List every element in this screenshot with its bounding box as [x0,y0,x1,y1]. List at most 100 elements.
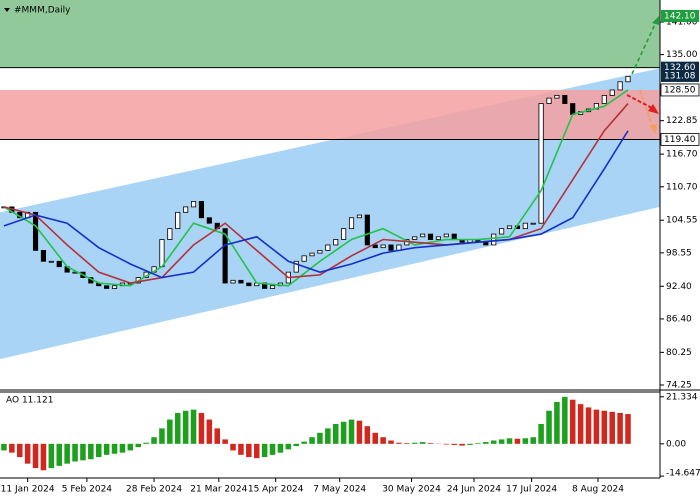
ao-bar [214,428,220,444]
ao-bar [372,432,378,444]
x-tick-label: 15 Apr 2024 [248,485,304,495]
y-tick-label: 141.00 [666,17,698,27]
ao-bar [174,412,181,444]
candle [522,222,528,230]
ao-bar [506,438,513,444]
ao-bar [538,423,544,444]
ao-bar [277,443,284,453]
y-tick-label: 80.25 [666,348,692,358]
ao-bar [317,432,323,444]
arrow-head [648,104,659,114]
ao-bar [80,443,86,461]
y-tick-label: 122.85 [666,116,698,126]
forecast-arrows [626,16,659,134]
ao-bar [625,414,631,444]
ao-bar [253,443,260,459]
candle [293,260,299,273]
ao-bar [459,443,465,446]
candle [506,225,513,230]
ao-bar [309,437,315,444]
candle [111,285,118,289]
y-tick-label: 116.70 [666,150,698,160]
candle [159,239,165,268]
ao-bar [9,443,15,453]
x-tick-label: 30 May 2024 [382,485,441,495]
zone [0,0,660,68]
candle [167,228,173,240]
candle [427,233,434,240]
ao-bar [95,443,102,458]
candle [309,252,315,257]
y-tick-label: 86.40 [666,314,692,324]
ao-bar [190,409,197,444]
ao-bar [546,410,552,444]
y-tick-label: 110.70 [666,182,698,192]
arrow-up [631,21,657,75]
candle [32,211,39,251]
candle [348,217,355,230]
candle [325,244,331,251]
candle [412,236,418,240]
ao-bar [585,407,592,444]
x-tick-label: 7 May 2024 [313,485,366,495]
candle [380,244,386,249]
price-label: 132.60 [664,63,696,73]
ao-bar [490,440,497,444]
ao-bar [569,399,576,444]
price-label-box [660,133,700,146]
ao-bar [443,443,450,445]
candle [483,241,489,246]
ao-bar [72,443,78,462]
x-tick-label: 11 Jan 2024 [1,485,55,495]
y-tick-label: 104.55 [666,216,698,226]
zone [0,89,660,140]
ao-bar [301,441,307,444]
price-label: 128.50 [664,85,696,95]
ao-bar [530,437,536,444]
ao-bar [261,443,268,458]
ao-bar [348,419,355,444]
y-tick-label: 135.00 [666,50,698,60]
ao-bar [127,443,134,451]
candle [198,201,205,219]
indicator-label: AO 11.121 [6,396,53,406]
arrow-head [652,16,659,25]
ao-bar [56,443,63,466]
ao-bar [380,437,386,444]
x-tick-label: 17 Jul 2024 [506,485,557,495]
candle [570,103,576,115]
candle [601,94,607,104]
channel [0,68,660,360]
candle [301,255,307,262]
candle [238,279,244,284]
ao-bar [64,443,70,464]
candle [546,97,552,104]
price-label: 131.08 [664,71,696,81]
candle [388,244,394,251]
candles [1,75,631,471]
candle [625,75,631,83]
arrow-mid [639,89,654,129]
ao-bar [48,443,55,469]
ao-bar [609,411,615,444]
ao-bar [40,443,47,471]
price-label-box [661,69,699,82]
ao-bar [182,410,189,444]
moving-average [3,130,629,279]
ao-bar [467,443,473,445]
y-tick-label: 92.40 [666,282,692,292]
arrow-down [626,94,653,109]
candle [420,233,426,238]
candle [222,228,228,284]
ao-bar [103,443,110,455]
y-tick-label: 98.55 [666,248,692,258]
ao-bar [332,423,339,444]
ao-bar [24,443,31,464]
candle [364,214,370,246]
ao-bar [475,443,481,444]
ao-bar [1,443,7,451]
candle [269,285,276,289]
ao-bar [388,440,394,444]
ao-bar [167,419,173,444]
